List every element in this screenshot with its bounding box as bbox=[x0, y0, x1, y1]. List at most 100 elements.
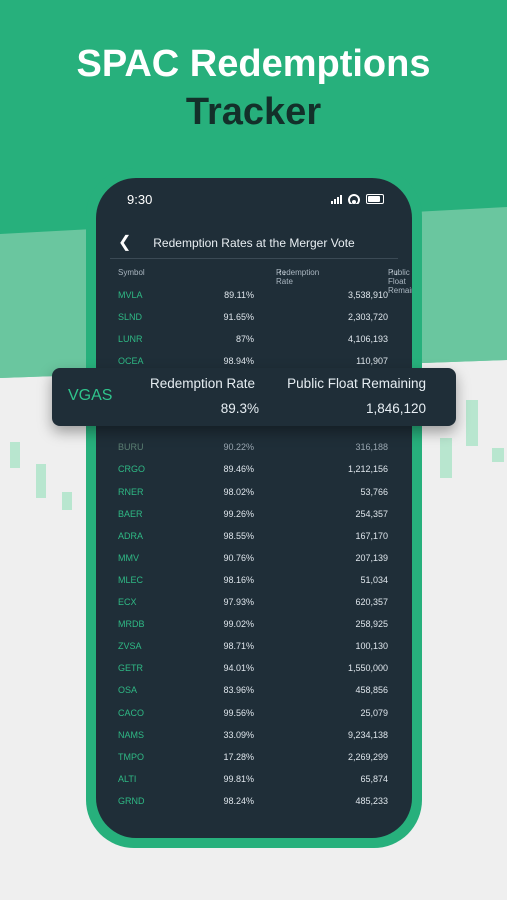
row-rate: 90.22% bbox=[223, 442, 254, 453]
table-row[interactable]: MRDB 99.02% 258,925 bbox=[118, 613, 388, 635]
row-symbol: BURU bbox=[118, 442, 144, 453]
row-rate: 98.16% bbox=[223, 574, 254, 585]
status-bar: 9:30 bbox=[96, 178, 412, 218]
hero-line-2: Tracker bbox=[185, 91, 322, 133]
row-rate: 98.71% bbox=[223, 641, 254, 652]
table-row[interactable]: MVLA 89.11% 3,538,910 bbox=[118, 284, 388, 306]
highlight-float-label: Public Float Remaining bbox=[287, 376, 426, 391]
row-float: 2,269,299 bbox=[347, 751, 388, 762]
highlight-rate-value: 89.3% bbox=[220, 401, 259, 416]
row-symbol: BAER bbox=[118, 508, 143, 519]
row-float: 167,170 bbox=[355, 530, 388, 541]
signal-icon bbox=[331, 194, 342, 204]
row-float: 100,130 bbox=[355, 641, 388, 652]
table-row[interactable]: GETR 94.01% 1,550,000 bbox=[118, 657, 388, 679]
table-row[interactable]: OCEA 98.94% 110,907 bbox=[118, 350, 388, 372]
row-float: 2,303,720 bbox=[347, 312, 388, 323]
table-header: Symbol Redemption Rate ↑↓ Public Float Re… bbox=[118, 268, 412, 295]
row-rate: 83.96% bbox=[223, 685, 254, 696]
row-float: 110,907 bbox=[356, 356, 388, 367]
column-header-rate-label: Redemption Rate bbox=[276, 268, 320, 286]
row-float: 254,357 bbox=[355, 508, 388, 519]
row-rate: 98.02% bbox=[223, 486, 254, 497]
status-icons bbox=[331, 194, 384, 204]
row-symbol: NAMS bbox=[118, 729, 145, 740]
row-float: 620,357 bbox=[355, 597, 388, 608]
row-rate: 98.24% bbox=[223, 795, 254, 806]
phone-frame: 9:30 ❮ Redemption Rates at the Merger Vo… bbox=[86, 168, 422, 848]
row-float: 65,874 bbox=[360, 773, 388, 784]
row-rate: 98.55% bbox=[223, 530, 254, 541]
row-float: 1,212,156 bbox=[347, 464, 388, 475]
column-header-float-label: Public Float Remaining bbox=[388, 268, 412, 295]
row-symbol: MRDB bbox=[118, 619, 145, 630]
row-symbol: TMPO bbox=[118, 751, 144, 762]
table-row[interactable]: ZVSA 98.71% 100,130 bbox=[118, 635, 388, 657]
divider bbox=[110, 258, 398, 259]
highlight-float-value: 1,846,120 bbox=[365, 401, 426, 416]
row-symbol: RNER bbox=[118, 486, 144, 497]
battery-icon bbox=[366, 194, 384, 204]
sort-icon[interactable]: ↑↓ bbox=[278, 268, 286, 277]
wifi-icon bbox=[348, 194, 360, 204]
row-rate: 87% bbox=[235, 334, 254, 345]
row-float: 53,766 bbox=[360, 486, 388, 497]
table-row[interactable]: TMPO 17.28% 2,269,299 bbox=[118, 746, 388, 768]
table-row[interactable]: ALTI 99.81% 65,874 bbox=[118, 768, 388, 790]
highlight-symbol: VGAS bbox=[68, 387, 113, 404]
back-chevron-icon[interactable]: ❮ bbox=[118, 234, 132, 251]
table-row[interactable]: ADRA 98.55% 167,170 bbox=[118, 525, 388, 547]
row-rate: 99.02% bbox=[223, 619, 254, 630]
table-row[interactable]: MMV 90.76% 207,139 bbox=[118, 547, 388, 569]
row-float: 4,106,193 bbox=[347, 334, 388, 345]
row-rate: 99.26% bbox=[223, 508, 254, 519]
table-row[interactable]: RNER 98.02% 53,766 bbox=[118, 481, 388, 503]
sort-icon[interactable]: ↑↓ bbox=[390, 268, 398, 277]
row-symbol: SLND bbox=[118, 312, 143, 323]
row-rate: 99.81% bbox=[223, 773, 254, 784]
row-float: 25,079 bbox=[360, 707, 388, 718]
highlight-card[interactable]: VGAS Redemption Rate 89.3% Public Float … bbox=[52, 368, 456, 426]
table-body: MVLA 89.11% 3,538,910 SLND 91.65% 2,303,720 … bbox=[118, 284, 388, 812]
row-symbol: GRND bbox=[118, 795, 145, 806]
table-row[interactable]: SLND 91.65% 2,303,720 bbox=[118, 306, 388, 328]
row-float: 485,233 bbox=[355, 795, 388, 806]
row-symbol: CRGO bbox=[118, 464, 145, 475]
row-float: 51,034 bbox=[360, 574, 388, 585]
row-float: 1,550,000 bbox=[347, 663, 388, 674]
nav-bar: ❮ Redemption Rates at the Merger Vote bbox=[96, 226, 412, 258]
table-row[interactable]: GRND 98.24% 485,233 bbox=[118, 790, 388, 812]
row-symbol: LUNR bbox=[118, 334, 143, 345]
row-symbol: ADRA bbox=[118, 530, 144, 541]
row-rate: 90.76% bbox=[223, 552, 254, 563]
row-symbol: ECX bbox=[118, 597, 137, 608]
table-row[interactable]: CACO 99.56% 25,079 bbox=[118, 702, 388, 724]
row-rate: 89.11% bbox=[224, 290, 254, 300]
row-rate: 94.01% bbox=[223, 663, 254, 674]
row-rate: 91.65% bbox=[223, 312, 254, 323]
row-float: 316,188 bbox=[355, 442, 388, 453]
table-row[interactable]: LUNR 87% 4,106,193 bbox=[118, 328, 388, 350]
table-row[interactable]: ECX 97.93% 620,357 bbox=[118, 591, 388, 613]
row-symbol: OCEA bbox=[118, 356, 144, 367]
row-symbol: MVLA bbox=[118, 290, 143, 300]
row-rate: 97.93% bbox=[223, 597, 254, 608]
phone-screen: 9:30 ❮ Redemption Rates at the Merger Vo… bbox=[96, 178, 412, 838]
table-row[interactable]: OSA 83.96% 458,856 bbox=[118, 679, 388, 701]
highlight-rate-label: Redemption Rate bbox=[150, 376, 256, 391]
row-symbol: MLEC bbox=[118, 574, 144, 585]
status-time: 9:30 bbox=[127, 192, 153, 207]
table-row[interactable]: BAER 99.26% 254,357 bbox=[118, 503, 388, 525]
row-float: 9,234,138 bbox=[347, 729, 388, 740]
row-rate: 99.56% bbox=[223, 707, 254, 718]
table-row[interactable]: MLEC 98.16% 51,034 bbox=[118, 569, 388, 591]
row-float: 458,856 bbox=[355, 685, 388, 696]
hero-line-1: SPAC Redemptions bbox=[76, 43, 431, 85]
table-row[interactable]: NAMS 33.09% 9,234,138 bbox=[118, 724, 388, 746]
row-float: 3,538,910 bbox=[347, 290, 388, 300]
row-rate: 98.94% bbox=[223, 356, 254, 367]
table-row[interactable]: BURU 90.22% 316,188 bbox=[118, 436, 388, 458]
hero-title: SPAC Redemptions Tracker bbox=[0, 40, 507, 136]
table-row[interactable]: CRGO 89.46% 1,212,156 bbox=[118, 458, 388, 480]
column-header-symbol: Symbol bbox=[118, 268, 145, 277]
